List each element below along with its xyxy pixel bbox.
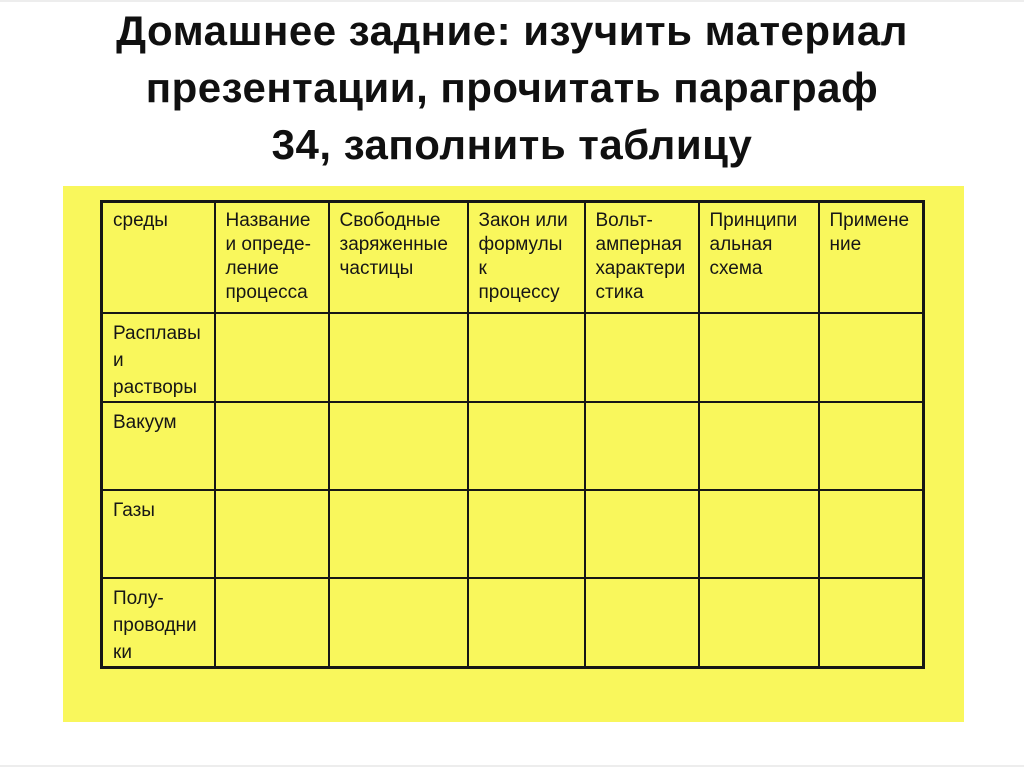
empty-fill-cell bbox=[817, 311, 925, 403]
row-label-vacuum: Вакуум bbox=[100, 400, 216, 491]
empty-fill-cell bbox=[583, 488, 700, 579]
empty-fill-cell bbox=[697, 488, 820, 579]
header-cell-medium: среды bbox=[100, 200, 216, 314]
empty-fill-cell bbox=[466, 576, 586, 668]
table-panel: среды Название и опреде- ление процесса … bbox=[63, 186, 964, 722]
empty-fill-cell bbox=[817, 576, 925, 668]
empty-fill-cell bbox=[213, 311, 330, 403]
empty-fill-cell bbox=[213, 400, 330, 491]
table-row-semiconductors: Полу- проводни ки bbox=[100, 576, 925, 668]
row-label-semiconductors: Полу- проводни ки bbox=[100, 576, 216, 668]
header-cell-free-particles: Свободные заряженные частицы bbox=[327, 200, 469, 314]
slide-bottom-edge bbox=[0, 765, 1024, 767]
empty-fill-cell bbox=[583, 311, 700, 403]
empty-fill-cell bbox=[697, 400, 820, 491]
empty-fill-cell bbox=[327, 311, 469, 403]
empty-fill-cell bbox=[466, 488, 586, 579]
empty-fill-cell bbox=[213, 488, 330, 579]
empty-fill-cell bbox=[583, 400, 700, 491]
header-row: среды Название и опреде- ление процесса … bbox=[100, 200, 925, 314]
slide-top-edge bbox=[0, 0, 1024, 2]
empty-fill-cell bbox=[466, 311, 586, 403]
slide-title: Домашнее задние: изучить материал презен… bbox=[116, 7, 908, 168]
table-row-vacuum: Вакуум bbox=[100, 400, 925, 491]
header-cell-process-name: Название и опреде- ление процесса bbox=[213, 200, 330, 314]
empty-fill-cell bbox=[817, 488, 925, 579]
homework-table: среды Название и опреде- ление процесса … bbox=[100, 200, 925, 669]
empty-fill-cell bbox=[817, 400, 925, 491]
empty-fill-cell bbox=[697, 576, 820, 668]
header-cell-law-formulas: Закон или формулы к процессу bbox=[466, 200, 586, 314]
header-cell-schematic: Принципи альная схема bbox=[697, 200, 820, 314]
empty-fill-cell bbox=[327, 576, 469, 668]
header-cell-application: Примене ние bbox=[817, 200, 925, 314]
header-cell-volt-ampere: Вольт- амперная характери стика bbox=[583, 200, 700, 314]
empty-fill-cell bbox=[213, 576, 330, 668]
empty-fill-cell bbox=[583, 576, 700, 668]
row-label-melts-solutions: Расплавы и растворы bbox=[100, 311, 216, 403]
empty-fill-cell bbox=[697, 311, 820, 403]
table-row-melts-solutions: Расплавы и растворы bbox=[100, 311, 925, 403]
empty-fill-cell bbox=[327, 400, 469, 491]
row-label-gases: Газы bbox=[100, 488, 216, 579]
table-row-gases: Газы bbox=[100, 488, 925, 579]
empty-fill-cell bbox=[466, 400, 586, 491]
empty-fill-cell bbox=[327, 488, 469, 579]
